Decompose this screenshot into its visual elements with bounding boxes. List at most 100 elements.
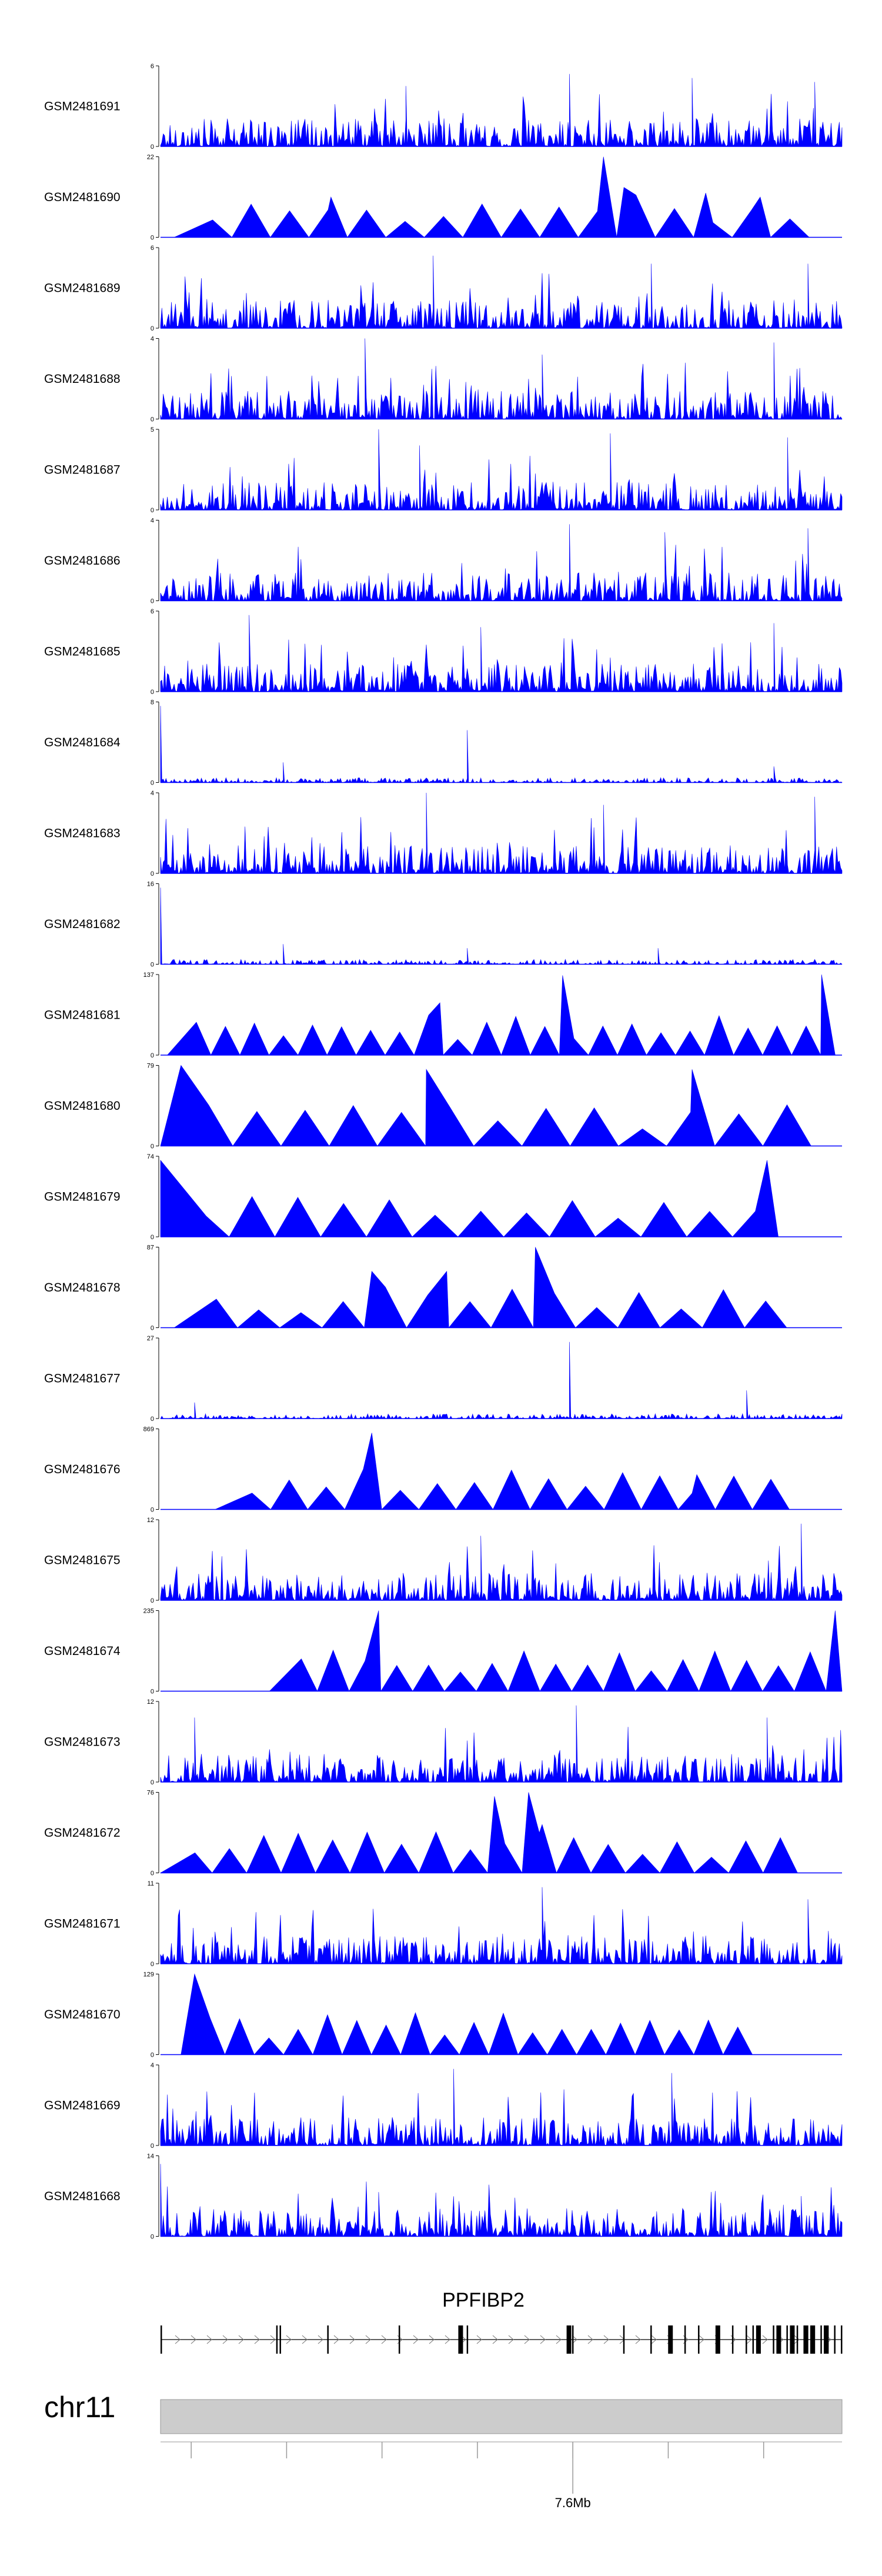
y-min-label: 0	[151, 870, 154, 877]
y-max-label: 74	[147, 1153, 154, 1160]
exon	[458, 2325, 463, 2354]
strand-arrow	[254, 2335, 260, 2344]
track-GSM2481680: GSM2481680 79 0	[44, 1063, 842, 1150]
strand-arrow	[794, 2335, 800, 2344]
coverage-area	[161, 1247, 842, 1329]
track-label: GSM2481680	[44, 1099, 121, 1113]
y-max-label: 6	[151, 245, 154, 252]
track-label: GSM2481676	[44, 1463, 121, 1476]
coverage-area	[160, 792, 843, 875]
track-label: GSM2481678	[44, 1281, 121, 1294]
track-label: GSM2481674	[44, 1644, 121, 1658]
y-min-label: 0	[151, 1416, 154, 1423]
exon	[623, 2325, 625, 2354]
track-label: GSM2481673	[44, 1736, 121, 1749]
coordinate-tick-label: 7.6Mb	[555, 2495, 591, 2510]
track-GSM2481687: GSM2481687 5 0	[44, 426, 843, 514]
exon	[684, 2325, 686, 2354]
track-GSM2481686: GSM2481686 4 0	[44, 518, 843, 605]
strand-arrow	[333, 2335, 339, 2344]
strand-arrow	[587, 2335, 593, 2344]
y-max-label: 235	[143, 1608, 154, 1615]
track-label: GSM2481675	[44, 1554, 121, 1567]
y-max-label: 869	[143, 1426, 154, 1433]
strand-arrow	[746, 2335, 752, 2344]
y-min-label: 0	[151, 507, 154, 514]
track-label: GSM2481671	[44, 1917, 121, 1931]
y-min-label: 0	[151, 1507, 154, 1514]
track-GSM2481677: GSM2481677 27 0	[44, 1335, 843, 1423]
exon	[398, 2325, 400, 2354]
strand-arrow	[540, 2335, 546, 2344]
strand-arrow	[413, 2335, 419, 2344]
track-GSM2481670: GSM2481670 129 0	[44, 1971, 842, 2059]
track-GSM2481668: GSM2481668 14 0	[44, 2153, 843, 2241]
strand-arrow	[191, 2335, 196, 2344]
y-min-label: 0	[151, 1143, 154, 1150]
strand-arrow	[699, 2335, 704, 2344]
y-min-label: 0	[151, 1689, 154, 1696]
track-label: GSM2481684	[44, 736, 121, 749]
coverage-area	[160, 338, 843, 420]
track-GSM2481683: GSM2481683 4 0	[44, 790, 843, 877]
track-panel: GSM248169160GSM2481690220GSM248168960GSM…	[44, 63, 843, 2241]
track-GSM2481676: GSM2481676 869 0	[44, 1426, 842, 1514]
gene-track: PPFIBP2	[161, 2289, 843, 2354]
exon	[746, 2325, 747, 2354]
coverage-area	[160, 524, 843, 602]
strand-arrow	[270, 2335, 276, 2344]
exon	[756, 2325, 761, 2354]
strand-arrow	[635, 2335, 641, 2344]
strand-arrow	[476, 2335, 482, 2344]
coverage-area	[160, 255, 843, 329]
exon	[790, 2325, 795, 2354]
exon	[776, 2325, 781, 2354]
track-GSM2481691: GSM2481691 6 0	[44, 63, 843, 151]
strand-arrow	[492, 2335, 498, 2344]
coverage-area	[161, 974, 842, 1056]
strand-arrow	[603, 2335, 609, 2344]
y-max-label: 4	[151, 2062, 154, 2069]
track-GSM2481689: GSM2481689 6 0	[44, 245, 843, 332]
y-min-label: 0	[151, 2234, 154, 2241]
exon	[161, 2325, 162, 2354]
track-label: GSM2481686	[44, 554, 121, 568]
track-label: GSM2481685	[44, 645, 121, 659]
y-min-label: 0	[151, 2143, 154, 2150]
y-min-label: 0	[151, 1597, 154, 1604]
coverage-area	[161, 1433, 842, 1510]
y-max-label: 27	[147, 1335, 154, 1342]
track-label: GSM2481677	[44, 1372, 121, 1386]
track-GSM2481675: GSM2481675 12 0	[44, 1517, 843, 1604]
track-label: GSM2481670	[44, 2008, 121, 2021]
coverage-area	[160, 1523, 843, 1601]
track-label: GSM2481682	[44, 917, 121, 931]
y-max-label: 6	[151, 608, 154, 615]
track-label: GSM2481688	[44, 372, 121, 386]
strand-arrow	[762, 2335, 768, 2344]
coverage-area	[160, 1705, 843, 1783]
y-max-label: 79	[147, 1063, 154, 1070]
strand-arrow	[381, 2335, 387, 2344]
chromosome-label: chr11	[44, 2391, 115, 2424]
strand-arrow	[238, 2335, 244, 2344]
exon	[786, 2325, 788, 2354]
exon	[327, 2325, 329, 2354]
coverage-area	[160, 1342, 843, 1419]
strand-arrow	[302, 2335, 308, 2344]
exon	[796, 2325, 799, 2354]
exon	[698, 2325, 700, 2354]
track-GSM2481672: GSM2481672 76 0	[44, 1790, 842, 1877]
y-max-label: 12	[147, 1699, 154, 1706]
y-min-label: 0	[151, 1779, 154, 1786]
strand-arrow	[206, 2335, 212, 2344]
track-GSM2481681: GSM2481681 137 0	[44, 972, 842, 1059]
y-max-label: 8	[151, 699, 154, 706]
track-GSM2481671: GSM2481671 11 0	[44, 1880, 843, 1968]
coverage-area	[160, 1159, 842, 1237]
exon	[650, 2325, 652, 2354]
track-GSM2481674: GSM2481674 235 0	[44, 1608, 843, 1696]
chromosome-ideogram	[160, 2399, 843, 2434]
exon	[820, 2325, 822, 2354]
strand-arrow	[286, 2335, 292, 2344]
